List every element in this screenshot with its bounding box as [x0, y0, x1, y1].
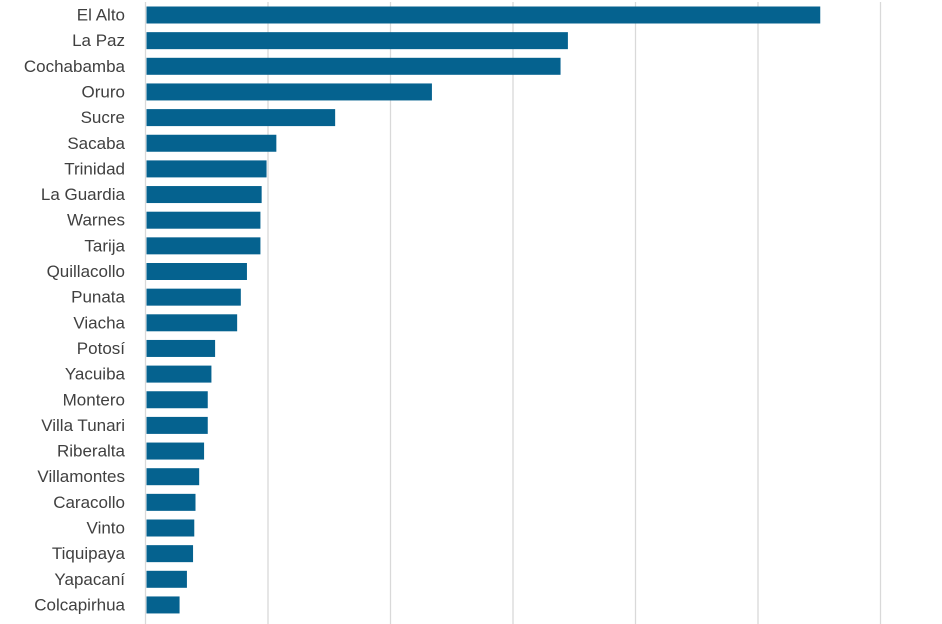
- category-label: Potosí: [77, 339, 125, 358]
- category-labels: El Alto La Paz Cochabamba Oruro Sucre Sacaba T…: [24, 6, 126, 615]
- category-label: La Guardia: [41, 185, 126, 204]
- bar: [146, 57, 561, 75]
- bar: [146, 6, 821, 24]
- category-label: Tiquipaya: [52, 544, 126, 563]
- bar: [146, 186, 262, 204]
- gridlines: [267, 2, 882, 624]
- category-label: Warnes: [67, 211, 125, 230]
- category-label: Sacaba: [67, 134, 125, 153]
- bar: [146, 83, 432, 101]
- bar: [146, 263, 247, 280]
- bar: [146, 570, 187, 588]
- category-label: Riberalta: [57, 442, 126, 461]
- bar: [146, 339, 216, 357]
- category-label: Quillacollo: [47, 262, 125, 281]
- category-label: Vinto: [87, 519, 125, 538]
- category-label: Oruro: [82, 82, 125, 101]
- category-label: Villa Tunari: [41, 416, 125, 435]
- category-label: El Alto: [77, 6, 125, 25]
- bar: [146, 442, 205, 460]
- bar: [146, 365, 212, 383]
- category-label: Tarija: [84, 236, 125, 255]
- bar: [146, 493, 196, 511]
- bar: [146, 160, 267, 178]
- bar: [146, 314, 238, 332]
- category-label: Caracollo: [53, 493, 125, 512]
- category-label: Trinidad: [64, 159, 125, 178]
- bar: [146, 32, 568, 50]
- bar: [146, 416, 208, 434]
- bar: [146, 109, 336, 127]
- bars: [146, 6, 821, 614]
- bar: [146, 391, 208, 409]
- bar: [146, 134, 277, 152]
- category-label: Colcapirhua: [34, 595, 125, 614]
- bar: [146, 519, 195, 537]
- category-label: La Paz: [72, 31, 125, 50]
- category-label: Viacha: [73, 313, 125, 332]
- category-label: Montero: [63, 390, 125, 409]
- bar: [146, 237, 261, 255]
- bar: [146, 468, 200, 486]
- bar: [146, 288, 241, 306]
- category-label: Yapacaní: [54, 570, 125, 589]
- category-label: Yacuiba: [65, 365, 126, 384]
- category-label: Punata: [71, 288, 125, 307]
- category-label: Villamontes: [37, 467, 125, 486]
- bar: [146, 596, 180, 614]
- bar: [146, 211, 261, 229]
- category-label: Cochabamba: [24, 57, 126, 76]
- bar: [146, 545, 194, 563]
- category-label: Sucre: [81, 108, 125, 127]
